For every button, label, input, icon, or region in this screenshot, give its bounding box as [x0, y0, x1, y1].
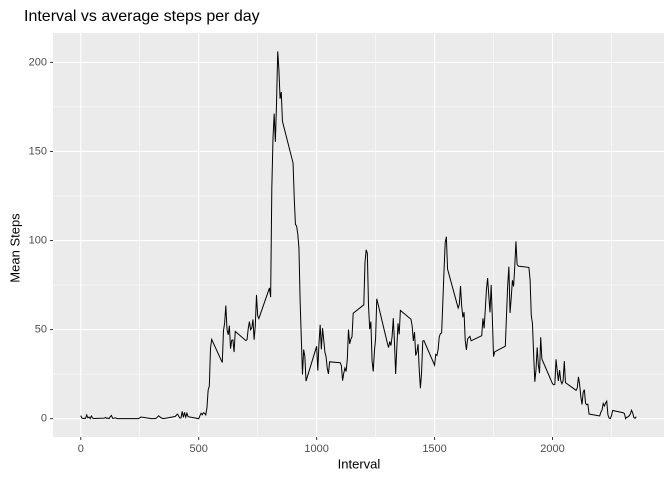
- chart-title: Interval vs average steps per day: [24, 8, 260, 25]
- y-tick-label: 50: [35, 323, 47, 335]
- y-tick-label: 200: [29, 56, 47, 68]
- y-tick-label: 100: [29, 234, 47, 246]
- plot-panel: [53, 33, 664, 437]
- x-tick-label: 500: [190, 443, 208, 455]
- x-tick-label: 1000: [304, 443, 328, 455]
- x-tick-label: 1500: [422, 443, 446, 455]
- y-axis-label: Mean Steps: [7, 213, 22, 283]
- x-tick-label: 2000: [540, 443, 564, 455]
- x-tick-label: 0: [78, 443, 84, 455]
- data-line: [80, 51, 637, 420]
- x-axis-label: Interval: [338, 456, 381, 471]
- y-tick-label: 0: [41, 413, 47, 425]
- y-tick-label: 150: [29, 145, 47, 157]
